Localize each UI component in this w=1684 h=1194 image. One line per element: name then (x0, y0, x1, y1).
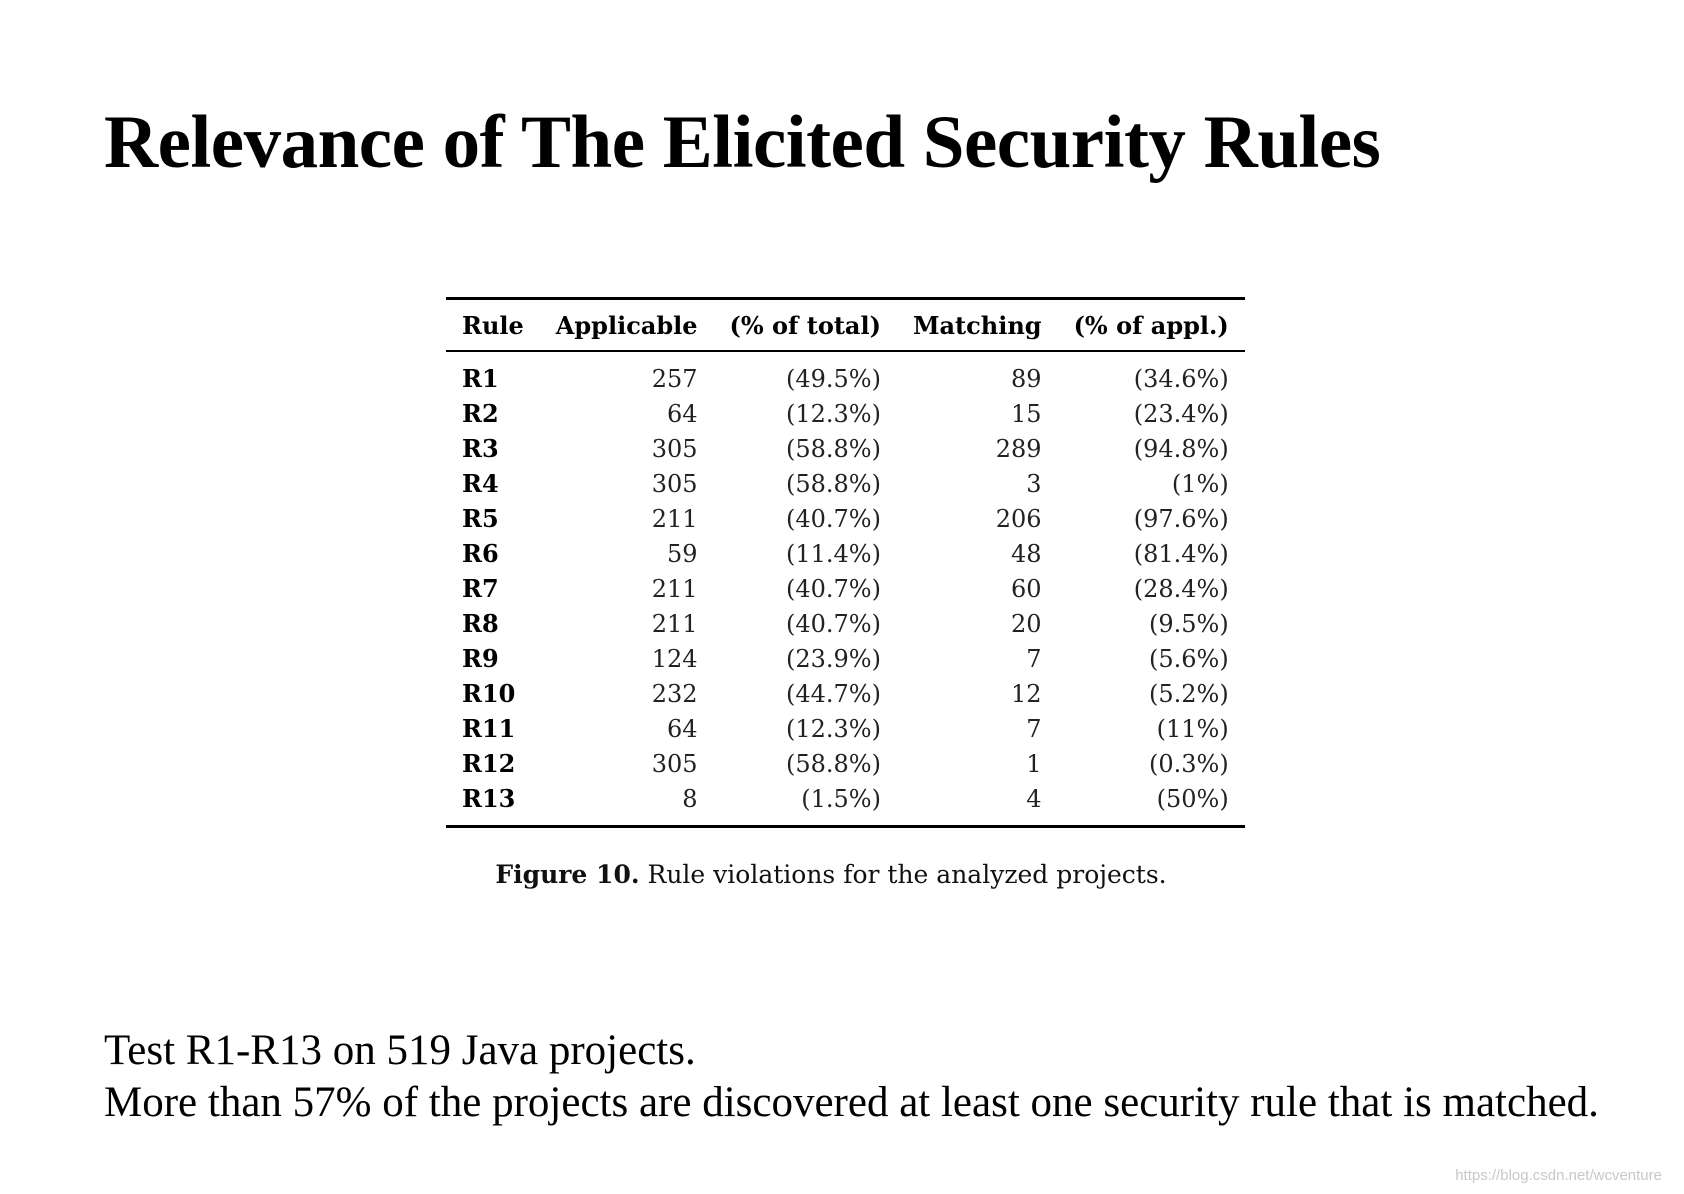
figure-caption: Figure 10. Rule violations for the analy… (446, 860, 1216, 889)
body-line-1: Test R1-R13 on 519 Java projects. (104, 1027, 696, 1074)
cell-applicable: 211 (651, 574, 698, 603)
cell-matching: 48 (1011, 539, 1042, 568)
cell-pct-total: (23.9%) (785, 644, 881, 673)
cell-matching: 3 (1026, 469, 1042, 498)
cell-applicable: 8 (682, 784, 698, 813)
table-row: R7 211 (40.7%) 60 (28.4%) (446, 571, 1245, 606)
table-row: R2 64 (12.3%) 15 (23.4%) (446, 396, 1245, 431)
cell-pct-total: (11.4%) (785, 539, 881, 568)
watermark: https://blog.csdn.net/wcventure (1455, 1167, 1662, 1184)
table-header: Rule Applicable (% of total) Matching (%… (446, 298, 1245, 352)
table-row: R10 232 (44.7%) 12 (5.2%) (446, 676, 1245, 711)
cell-matching: 7 (1026, 714, 1042, 743)
cell-pct-total: (40.7%) (785, 574, 881, 603)
cell-pct-total: (49.5%) (785, 364, 881, 393)
figure: Rule Applicable (% of total) Matching (%… (446, 297, 1245, 889)
table-row: R1 257 (49.5%) 89 (34.6%) (446, 351, 1245, 396)
header-matching: Matching (896, 298, 1058, 352)
cell-rule: R13 (462, 784, 516, 813)
cell-matching: 4 (1026, 784, 1042, 813)
body-text: Test R1-R13 on 519 Java projects. More t… (104, 1025, 1599, 1129)
cell-pct-appl: (9.5%) (1149, 609, 1229, 638)
cell-matching: 20 (1011, 609, 1042, 638)
cell-applicable: 305 (651, 434, 698, 463)
cell-matching: 206 (995, 504, 1042, 533)
cell-pct-total: (40.7%) (785, 504, 881, 533)
header-rule: Rule (446, 298, 540, 352)
cell-pct-appl: (97.6%) (1133, 504, 1229, 533)
cell-pct-total: (12.3%) (785, 714, 881, 743)
cell-rule: R6 (462, 539, 499, 568)
cell-pct-total: (40.7%) (785, 609, 881, 638)
cell-pct-appl: (94.8%) (1133, 434, 1229, 463)
cell-pct-total: (58.8%) (785, 434, 881, 463)
cell-matching: 7 (1026, 644, 1042, 673)
cell-pct-total: (1.5%) (801, 784, 881, 813)
cell-rule: R5 (462, 504, 499, 533)
header-row: Rule Applicable (% of total) Matching (%… (446, 298, 1245, 352)
caption-text: Rule violations for the analyzed project… (639, 860, 1167, 889)
table-body: R1 257 (49.5%) 89 (34.6%) R2 64 (12.3%) 15 (23.4%… (446, 351, 1245, 827)
table-row: R6 59 (11.4%) 48 (81.4%) (446, 536, 1245, 571)
body-line-2: More than 57% of the projects are discov… (104, 1079, 1599, 1126)
cell-matching: 12 (1011, 679, 1042, 708)
cell-pct-appl: (5.6%) (1149, 644, 1229, 673)
header-pct-total: (% of total) (713, 298, 897, 352)
cell-rule: R9 (462, 644, 499, 673)
cell-applicable: 64 (666, 399, 698, 428)
cell-rule: R12 (462, 749, 516, 778)
table-row: R5 211 (40.7%) 206 (97.6%) (446, 501, 1245, 536)
cell-applicable: 64 (666, 714, 698, 743)
cell-rule: R1 (462, 364, 499, 393)
cell-rule: R4 (462, 469, 499, 498)
cell-applicable: 232 (651, 679, 698, 708)
header-applicable: Applicable (539, 298, 714, 352)
table-row: R11 64 (12.3%) 7 (11%) (446, 711, 1245, 746)
cell-pct-appl: (5.2%) (1149, 679, 1229, 708)
cell-pct-appl: (28.4%) (1133, 574, 1229, 603)
cell-matching: 1 (1026, 749, 1042, 778)
cell-matching: 289 (995, 434, 1042, 463)
cell-pct-total: (58.8%) (785, 749, 881, 778)
cell-pct-appl: (50%) (1156, 784, 1229, 813)
cell-pct-appl: (1%) (1171, 469, 1229, 498)
cell-pct-total: (44.7%) (785, 679, 881, 708)
cell-rule: R3 (462, 434, 499, 463)
cell-pct-appl: (11%) (1156, 714, 1229, 743)
table-row: R13 8 (1.5%) 4 (50%) (446, 781, 1245, 827)
cell-applicable: 124 (651, 644, 698, 673)
cell-applicable: 211 (651, 609, 698, 638)
cell-pct-appl: (0.3%) (1149, 749, 1229, 778)
cell-rule: R7 (462, 574, 499, 603)
cell-rule: R10 (462, 679, 516, 708)
table-row: R8 211 (40.7%) 20 (9.5%) (446, 606, 1245, 641)
table-row: R4 305 (58.8%) 3 (1%) (446, 466, 1245, 501)
caption-label: Figure 10. (495, 860, 640, 889)
cell-rule: R2 (462, 399, 499, 428)
header-pct-appl: (% of appl.) (1057, 298, 1245, 352)
cell-rule: R8 (462, 609, 499, 638)
cell-pct-appl: (34.6%) (1133, 364, 1229, 393)
cell-pct-appl: (23.4%) (1133, 399, 1229, 428)
rule-violations-table: Rule Applicable (% of total) Matching (%… (446, 297, 1245, 828)
slide-title: Relevance of The Elicited Security Rules (104, 101, 1381, 184)
cell-matching: 89 (1011, 364, 1042, 393)
table-row: R12 305 (58.8%) 1 (0.3%) (446, 746, 1245, 781)
cell-applicable: 305 (651, 469, 698, 498)
table-row: R9 124 (23.9%) 7 (5.6%) (446, 641, 1245, 676)
cell-matching: 60 (1011, 574, 1042, 603)
cell-rule: R11 (462, 714, 516, 743)
cell-pct-appl: (81.4%) (1133, 539, 1229, 568)
cell-pct-total: (12.3%) (785, 399, 881, 428)
cell-pct-total: (58.8%) (785, 469, 881, 498)
cell-applicable: 211 (651, 504, 698, 533)
cell-matching: 15 (1011, 399, 1042, 428)
cell-applicable: 59 (666, 539, 698, 568)
table-row: R3 305 (58.8%) 289 (94.8%) (446, 431, 1245, 466)
cell-applicable: 305 (651, 749, 698, 778)
cell-applicable: 257 (651, 364, 698, 393)
